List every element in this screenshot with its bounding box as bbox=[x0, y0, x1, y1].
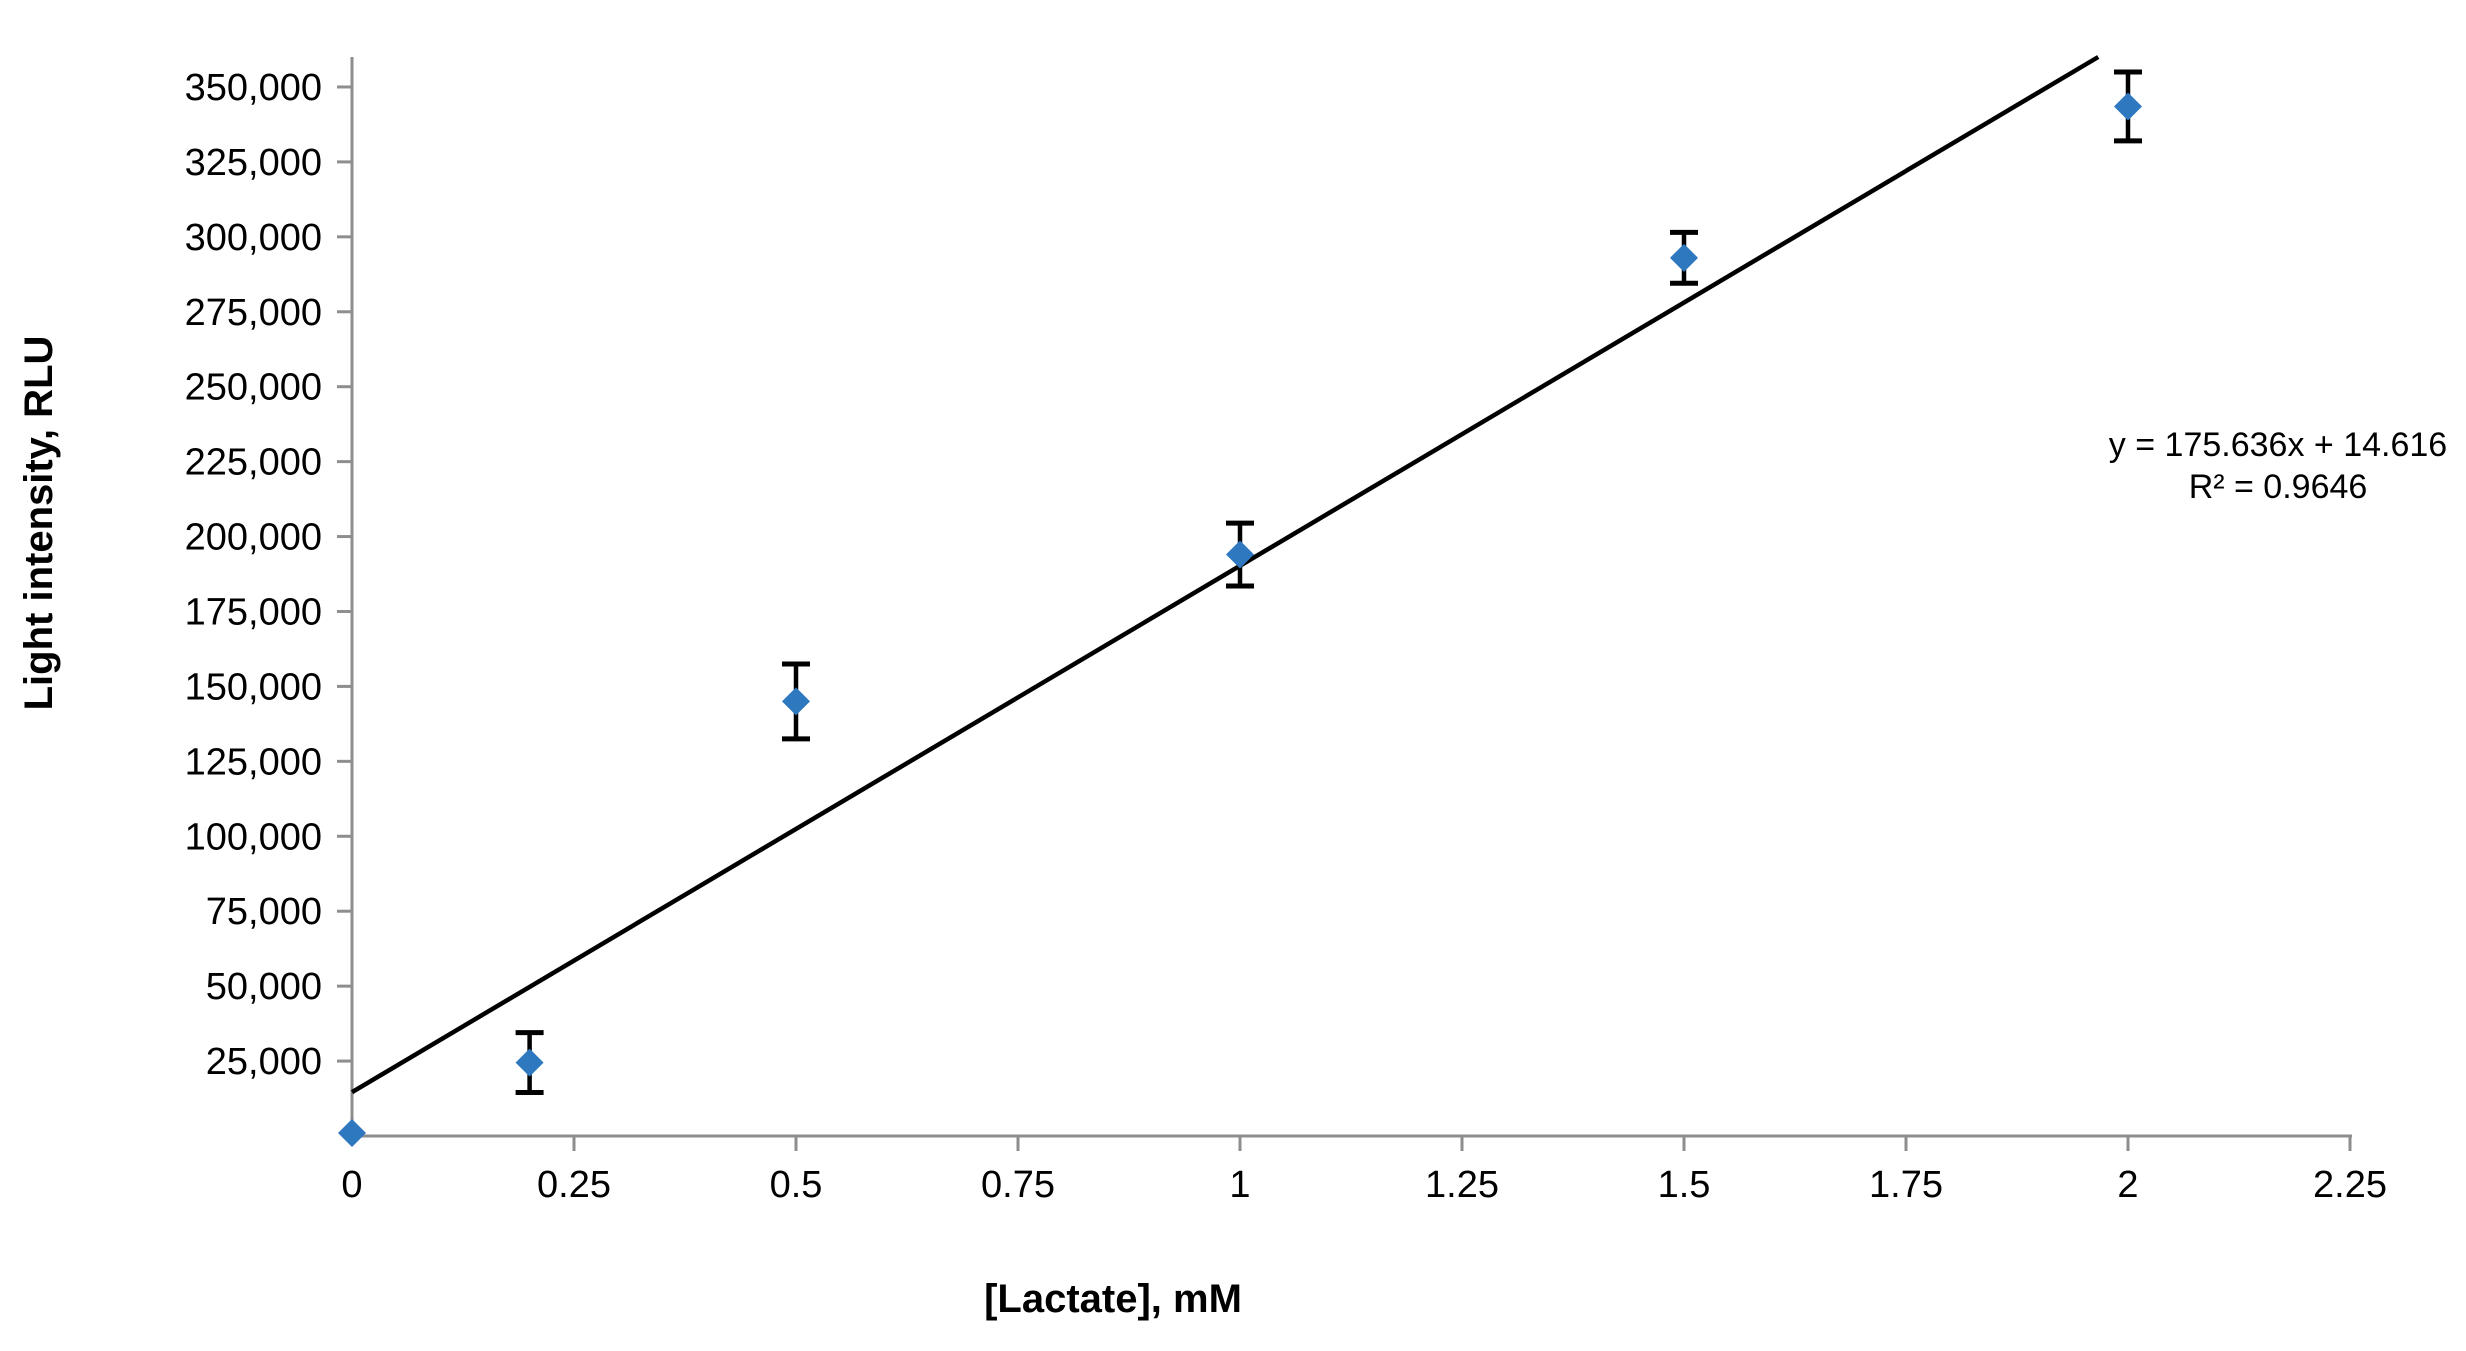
data-point-marker bbox=[1670, 243, 1698, 272]
data-point-marker bbox=[2114, 92, 2142, 121]
y-tick-label: 350,000 bbox=[185, 67, 322, 109]
y-axis-title: Light intensity, RLU bbox=[17, 336, 61, 711]
y-tick-label: 75,000 bbox=[206, 891, 322, 933]
x-tick-label: 1.75 bbox=[1869, 1164, 1943, 1206]
x-tick-label: 1.25 bbox=[1425, 1164, 1499, 1206]
trendline-layer bbox=[350, 55, 2100, 1095]
trendline-r-squared: R² = 0.9646 bbox=[2189, 468, 2368, 506]
axes-layer: 0 0.25 0.5 0.75 1 1.25 1.5 1.75 2 2.25 25,000 50,00… bbox=[185, 57, 2387, 1206]
y-tick-label: 125,000 bbox=[185, 741, 322, 783]
marker-layer bbox=[338, 92, 2142, 1148]
x-axis-title: [Lactate], mM bbox=[984, 1277, 1242, 1321]
x-tick-label: 0.75 bbox=[981, 1164, 1055, 1206]
y-tick-label: 200,000 bbox=[185, 517, 322, 559]
data-point-marker bbox=[1226, 540, 1254, 569]
y-tick-label: 175,000 bbox=[185, 591, 322, 633]
data-point-marker bbox=[338, 1119, 366, 1148]
x-tick-label: 1 bbox=[1229, 1164, 1250, 1206]
x-tick-label: 2.25 bbox=[2313, 1164, 2387, 1206]
y-tick-label: 325,000 bbox=[185, 142, 322, 184]
trendline bbox=[350, 55, 2100, 1095]
data-point-marker bbox=[515, 1048, 544, 1077]
y-tick-label: 300,000 bbox=[185, 217, 322, 259]
y-tick-label: 100,000 bbox=[185, 816, 322, 858]
x-tick-label: 1.5 bbox=[1658, 1164, 1711, 1206]
y-tick-label: 275,000 bbox=[185, 292, 322, 334]
x-tick-label: 0.5 bbox=[770, 1164, 823, 1206]
y-tick-label: 250,000 bbox=[185, 367, 322, 409]
error-bar-layer bbox=[515, 69, 2142, 1096]
y-tick-label: 150,000 bbox=[185, 666, 322, 708]
x-tick-label: 0.25 bbox=[537, 1164, 611, 1206]
x-tick-label: 0 bbox=[341, 1164, 362, 1206]
y-tick-label: 25,000 bbox=[206, 1041, 322, 1083]
y-tick-label: 50,000 bbox=[206, 966, 322, 1008]
trendline-equation: y = 175.636x + 14.616 bbox=[2109, 426, 2447, 464]
x-tick-label: 2 bbox=[2117, 1164, 2138, 1206]
y-tick-label: 225,000 bbox=[185, 442, 322, 484]
data-point-marker bbox=[782, 687, 810, 716]
